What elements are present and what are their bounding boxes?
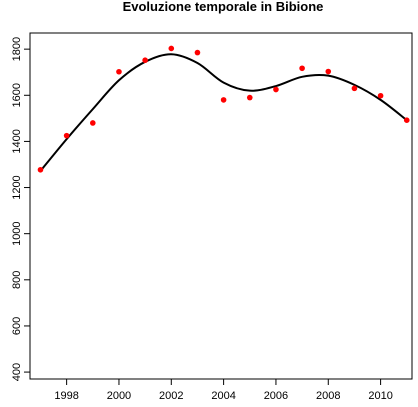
data-point xyxy=(351,85,358,92)
plot-area xyxy=(29,32,413,380)
data-point xyxy=(37,166,44,173)
chart-title: Evoluzione temporale in Bibione xyxy=(123,0,324,14)
trend-line xyxy=(39,53,408,172)
x-tick-label: 2006 xyxy=(264,390,288,402)
data-point xyxy=(116,68,122,75)
y-tick-label: 1800 xyxy=(11,37,23,61)
data-point xyxy=(168,45,175,52)
x-tick-label: 2000 xyxy=(107,390,131,402)
data-point xyxy=(403,117,410,123)
data-point xyxy=(89,120,96,126)
y-tick-label: 600 xyxy=(11,317,23,335)
y-tick-label: 1400 xyxy=(11,129,23,153)
data-point xyxy=(273,86,279,93)
x-tick-label: 2004 xyxy=(211,390,235,402)
data-point xyxy=(299,65,305,72)
x-tick-label: 2008 xyxy=(316,390,340,402)
series-layer xyxy=(37,45,410,173)
data-point xyxy=(142,57,148,64)
x-tick-label: 1998 xyxy=(54,390,78,402)
y-axis: 400 600 800 1000 1200 1400 1600 1800 xyxy=(11,37,30,381)
x-tick-label: 2010 xyxy=(368,390,392,402)
y-tick-label: 1200 xyxy=(11,175,23,199)
data-point xyxy=(246,94,253,101)
y-tick-label: 400 xyxy=(11,363,23,381)
x-tick-label: 2002 xyxy=(159,390,183,402)
y-tick-label: 1600 xyxy=(11,83,23,107)
y-tick-label: 800 xyxy=(11,271,23,289)
x-axis: 1998 2000 2002 2004 2006 2008 2010 xyxy=(54,379,393,402)
y-tick-label: 1000 xyxy=(11,221,23,245)
data-point xyxy=(325,68,332,75)
data-point xyxy=(194,49,201,56)
data-point xyxy=(220,97,227,103)
data-point xyxy=(377,92,384,99)
data-point xyxy=(63,132,70,139)
